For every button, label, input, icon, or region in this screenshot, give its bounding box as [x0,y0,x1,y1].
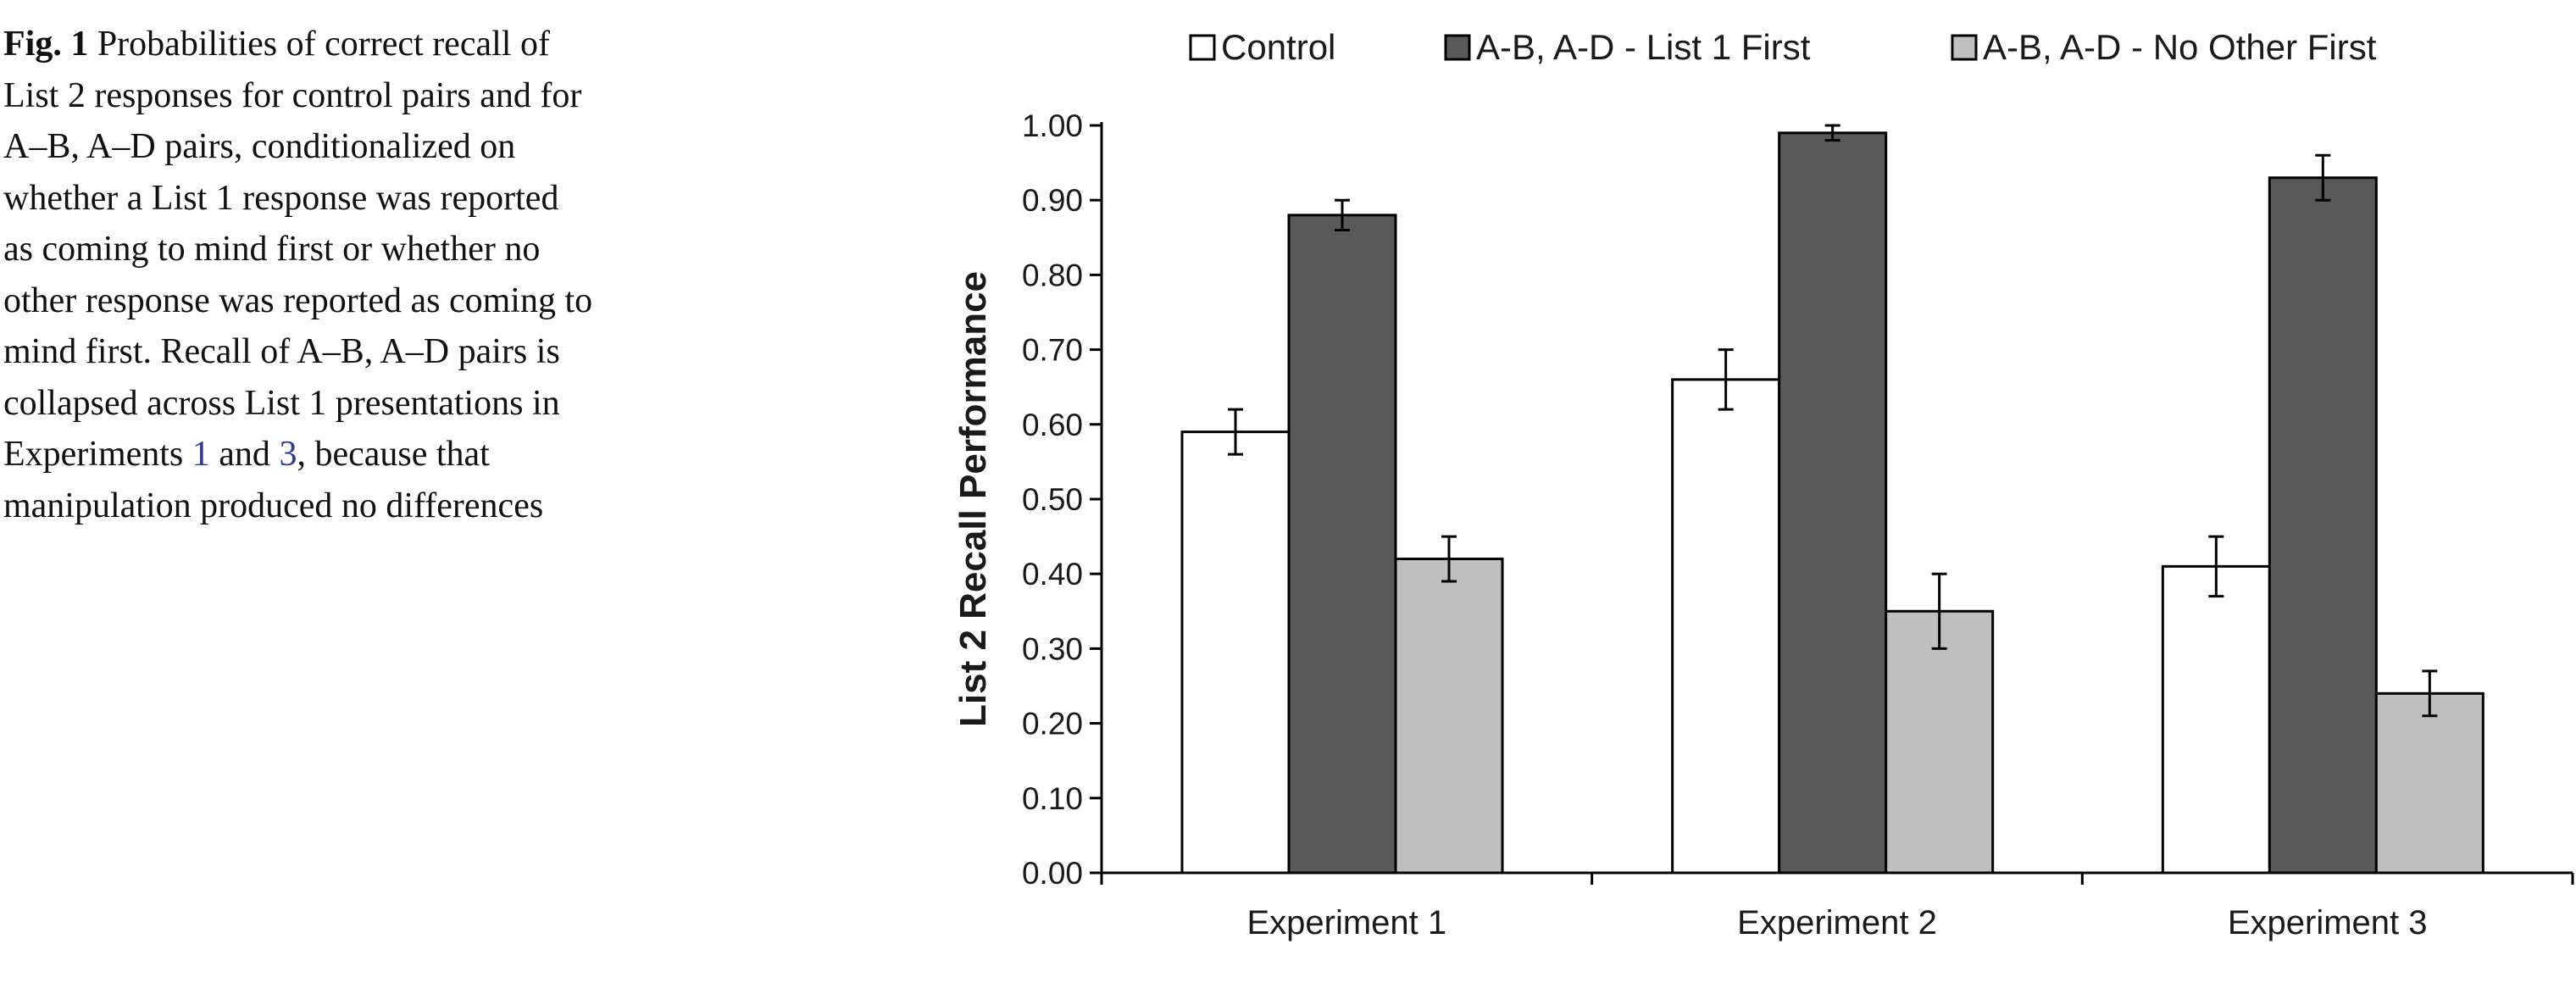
x-tick-label-experiment-3: Experiment 3 [2228,904,2428,941]
bar-control-2 [1671,378,1781,875]
y-tick-label: 0.60 [1022,408,1083,442]
y-tick-label: 0.50 [1022,482,1083,517]
y-tick-label: 0.20 [1022,707,1083,741]
bar-a-b-a-d-list-1-first-3 [2268,176,2378,875]
caption-ref-experiment-3[interactable]: 3 [279,435,297,474]
caption-text: , because that manipulation produced no … [3,435,544,525]
y-tick-label: 1.00 [1022,108,1083,143]
bar-a-b-a-d-no-other-first-1 [1394,558,1504,875]
caption-text: and [209,435,280,474]
bar-a-b-a-d-list-1-first-2 [1778,131,1888,875]
bar-control-3 [2161,564,2271,875]
legend-swatch-a-b-a-d-list-1-first [1444,34,1471,61]
y-tick-label: 0.00 [1022,856,1083,891]
legend-label-a-b-a-d-no-other-first: A-B, A-D - No Other First [1983,27,2377,67]
figure-caption: Fig. 1 Probabilities of correct recall o… [3,19,597,531]
y-tick-label: 0.30 [1022,631,1083,666]
y-tick-label: 0.40 [1022,557,1083,591]
legend-swatch-a-b-a-d-no-other-first [1951,34,1978,61]
bar-a-b-a-d-no-other-first-2 [1885,609,1995,875]
caption-text: Probabilities of correct recall of List … [3,25,593,474]
x-tick-label-experiment-1: Experiment 1 [1246,904,1446,941]
y-tick-label: 0.70 [1022,333,1083,368]
bar-a-b-a-d-list-1-first-1 [1287,214,1397,875]
y-axis-title: List 2 Recall Performance [952,271,994,727]
y-tick-label: 0.10 [1022,781,1083,816]
legend-label-control: Control [1221,27,1335,67]
legend-label-a-b-a-d-list-1-first: A-B, A-D - List 1 First [1476,27,1811,67]
y-tick-label: 0.90 [1022,183,1083,218]
caption-label: Fig. 1 [3,25,89,64]
legend-swatch-control [1189,34,1216,61]
caption-ref-experiment-1[interactable]: 1 [192,435,210,474]
bar-a-b-a-d-no-other-first-3 [2374,691,2484,875]
bar-control-1 [1180,430,1291,875]
y-tick-label: 0.80 [1022,258,1083,292]
x-tick-label-experiment-2: Experiment 2 [1737,904,1937,941]
